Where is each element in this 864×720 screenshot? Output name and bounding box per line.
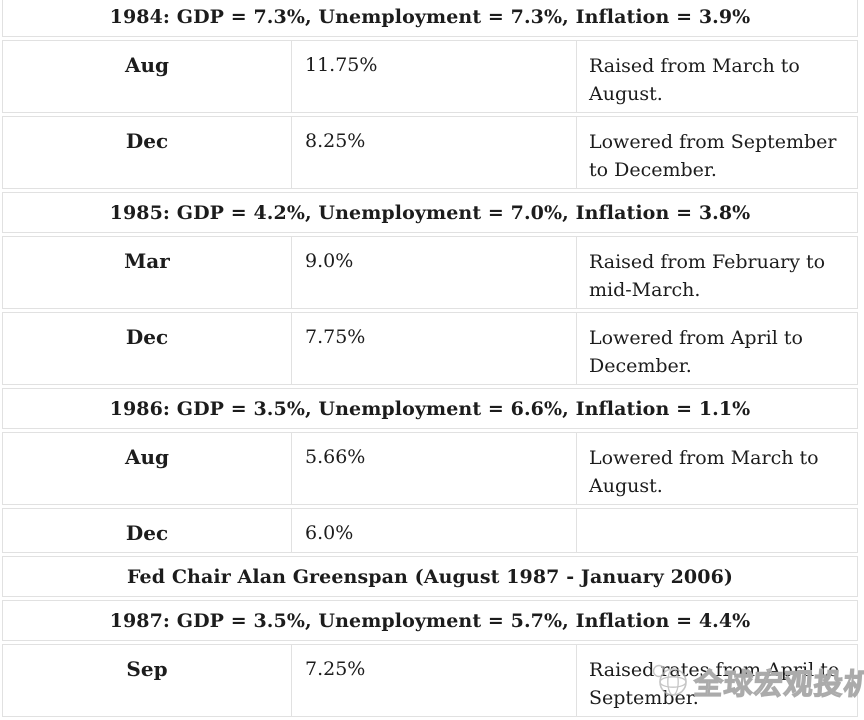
note-cell: Raised from February to mid-March. [576, 237, 857, 308]
note-cell: Raised rates from April to September. [576, 645, 857, 716]
note-cell: Lowered from April to December. [576, 313, 857, 384]
note-cell: Lowered from March to August. [576, 433, 857, 504]
note-cell [576, 509, 857, 552]
year-header-row: 1984: GDP = 7.3%, Unemployment = 7.3%, I… [2, 0, 858, 37]
rate-cell: 7.25% [291, 645, 576, 716]
table-row: Aug 5.66% Lowered from March to August. [2, 432, 858, 505]
rate-cell: 8.25% [291, 117, 576, 188]
table-row: Mar 9.0% Raised from February to mid-Mar… [2, 236, 858, 309]
month-cell: Mar [124, 249, 170, 273]
year-header-text: 1987: GDP = 3.5%, Unemployment = 5.7%, I… [109, 609, 751, 632]
chair-header-row: Fed Chair Alan Greenspan (August 1987 - … [2, 556, 858, 597]
year-header-row: 1986: GDP = 3.5%, Unemployment = 6.6%, I… [2, 388, 858, 429]
year-header-row: 1985: GDP = 4.2%, Unemployment = 7.0%, I… [2, 192, 858, 233]
rate-cell: 7.75% [291, 313, 576, 384]
month-cell: Dec [125, 129, 169, 153]
month-cell: Dec [125, 325, 169, 349]
note-cell: Raised from March to August. [576, 41, 857, 112]
table-row: Dec 6.0% [2, 508, 858, 553]
chair-header-text: Fed Chair Alan Greenspan (August 1987 - … [127, 565, 733, 588]
note-cell: Lowered from September to December. [576, 117, 857, 188]
rate-cell: 9.0% [291, 237, 576, 308]
month-cell: Sep [126, 657, 168, 681]
year-header-text: 1986: GDP = 3.5%, Unemployment = 6.6%, I… [109, 397, 751, 420]
rate-cell: 5.66% [291, 433, 576, 504]
table-row: Dec 7.75% Lowered from April to December… [2, 312, 858, 385]
table-row: Dec 8.25% Lowered from September to Dece… [2, 116, 858, 189]
month-cell: Aug [124, 53, 170, 77]
year-header-row: 1987: GDP = 3.5%, Unemployment = 5.7%, I… [2, 600, 858, 641]
year-header-text: 1985: GDP = 4.2%, Unemployment = 7.0%, I… [109, 201, 751, 224]
year-header-text: 1984: GDP = 7.3%, Unemployment = 7.3%, I… [109, 5, 751, 28]
month-cell: Aug [124, 445, 170, 469]
table-row: Sep 7.25% Raised rates from April to Sep… [2, 644, 858, 717]
rate-cell: 6.0% [291, 509, 576, 552]
table-row: Aug 11.75% Raised from March to August. [2, 40, 858, 113]
month-cell: Dec [125, 521, 169, 545]
rate-cell: 11.75% [291, 41, 576, 112]
